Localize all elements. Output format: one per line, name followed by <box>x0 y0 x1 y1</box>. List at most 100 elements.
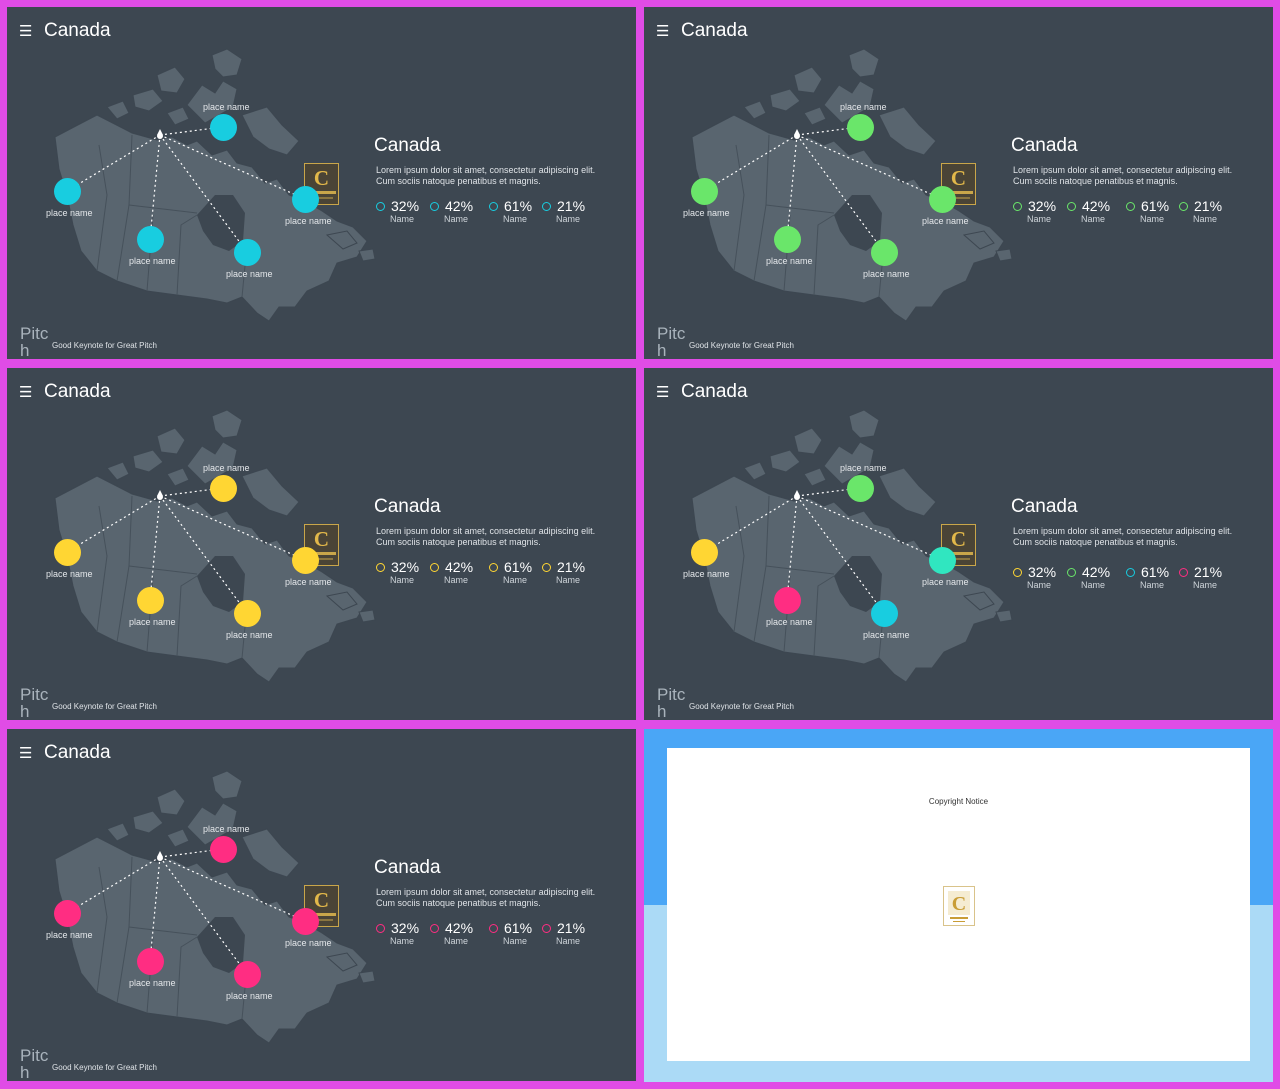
map-pin[interactable] <box>137 226 164 253</box>
hamburger-menu-icon[interactable]: ☰ <box>656 23 670 40</box>
hamburger-menu-icon[interactable]: ☰ <box>656 384 670 401</box>
map-pin[interactable] <box>210 114 237 141</box>
map-pin[interactable] <box>691 539 718 566</box>
content-heading: Canada <box>1011 496 1078 517</box>
map-pin[interactable] <box>774 587 801 614</box>
content-description: Lorem ipsum dolor sit amet, consectetur … <box>376 165 596 186</box>
map-pin[interactable] <box>292 547 319 574</box>
stat-value: 42% <box>1082 564 1111 580</box>
connection-line <box>796 495 943 561</box>
stat-name: Name <box>1027 214 1052 224</box>
place-label: place name <box>683 208 730 218</box>
content-heading: Canada <box>374 496 441 517</box>
map-pin[interactable] <box>847 475 874 502</box>
stat-ring-icon <box>1013 568 1022 577</box>
map-pin[interactable] <box>137 587 164 614</box>
place-label: place name <box>226 991 273 1001</box>
copyright-slide[interactable]: Copyright Notice C <box>644 729 1273 1082</box>
slide-title: Canada <box>44 381 111 402</box>
brand-logo: Pitch <box>20 324 49 359</box>
stat-name: Name <box>390 575 415 585</box>
hamburger-menu-icon[interactable]: ☰ <box>19 745 33 762</box>
map-pin[interactable] <box>292 186 319 213</box>
stat-value: 61% <box>1141 198 1170 214</box>
content-description: Lorem ipsum dolor sit amet, consectetur … <box>376 526 596 547</box>
connection-line <box>159 856 306 922</box>
connection-line <box>796 134 885 253</box>
stat-value: 42% <box>445 559 474 575</box>
connection-lines <box>66 848 306 975</box>
canada-map <box>54 48 376 322</box>
canada-map <box>54 409 376 683</box>
hamburger-menu-icon[interactable]: ☰ <box>19 384 33 401</box>
stat-ring-icon <box>376 924 385 933</box>
stat-ring-icon <box>1126 568 1135 577</box>
connection-line <box>703 134 798 192</box>
slide-title: Canada <box>681 381 748 402</box>
place-label: place name <box>922 577 969 587</box>
stat-ring-icon <box>430 924 439 933</box>
hamburger-menu-icon[interactable]: ☰ <box>19 23 33 40</box>
map-pin[interactable] <box>871 239 898 266</box>
map-pin[interactable] <box>54 178 81 205</box>
connection-lines <box>703 126 943 253</box>
brand-logo: Pitch <box>657 685 686 720</box>
stat-ring-icon <box>1179 568 1188 577</box>
map-pin[interactable] <box>774 226 801 253</box>
copyright-title: Copyright Notice <box>928 797 989 806</box>
map-pin[interactable] <box>234 600 261 627</box>
stat-value: 21% <box>557 920 586 936</box>
stat-ring-icon <box>1126 202 1135 211</box>
place-label: place name <box>129 978 176 988</box>
stat-name: Name <box>1081 214 1106 224</box>
connection-lines <box>703 487 943 614</box>
place-label: place name <box>863 269 910 279</box>
canada-map <box>54 770 376 1044</box>
map-pin[interactable] <box>210 475 237 502</box>
stat-name: Name <box>503 575 528 585</box>
map-pin[interactable] <box>292 908 319 935</box>
map-pin[interactable] <box>54 539 81 566</box>
content-heading: Canada <box>374 135 441 156</box>
map-pin[interactable] <box>847 114 874 141</box>
place-label: place name <box>766 256 813 266</box>
map-pin[interactable] <box>691 178 718 205</box>
contents-logo-icon: C <box>943 886 975 926</box>
stat-ring-icon <box>489 202 498 211</box>
stat-value: 32% <box>1028 564 1057 580</box>
slide-title: Canada <box>44 742 111 763</box>
stat-value: 21% <box>1194 198 1223 214</box>
stat-ring-icon <box>1067 202 1076 211</box>
stat-value: 61% <box>504 920 533 936</box>
map-pin[interactable] <box>871 600 898 627</box>
slide-title: Canada <box>681 20 748 41</box>
stat-name: Name <box>390 214 415 224</box>
map-pin[interactable] <box>929 186 956 213</box>
place-label: place name <box>129 256 176 266</box>
brand-logo: Pitch <box>20 685 49 720</box>
stat-name: Name <box>556 214 581 224</box>
place-label: place name <box>766 617 813 627</box>
stat-value: 21% <box>557 198 586 214</box>
map-pin[interactable] <box>929 547 956 574</box>
tagline: Good Keynote for Great Pitch <box>52 341 157 350</box>
canada-map <box>691 48 1013 322</box>
map-pin[interactable] <box>234 239 261 266</box>
map-pin[interactable] <box>54 900 81 927</box>
map-pin[interactable] <box>137 948 164 975</box>
map-pin[interactable] <box>210 836 237 863</box>
connection-line <box>796 495 885 614</box>
stat-ring-icon <box>1067 568 1076 577</box>
connection-line <box>66 134 161 192</box>
place-label: place name <box>129 617 176 627</box>
stat-ring-icon <box>489 924 498 933</box>
stat-value: 32% <box>391 920 420 936</box>
stat-ring-icon <box>542 202 551 211</box>
map-pin[interactable] <box>234 961 261 988</box>
stat-value: 32% <box>391 559 420 575</box>
